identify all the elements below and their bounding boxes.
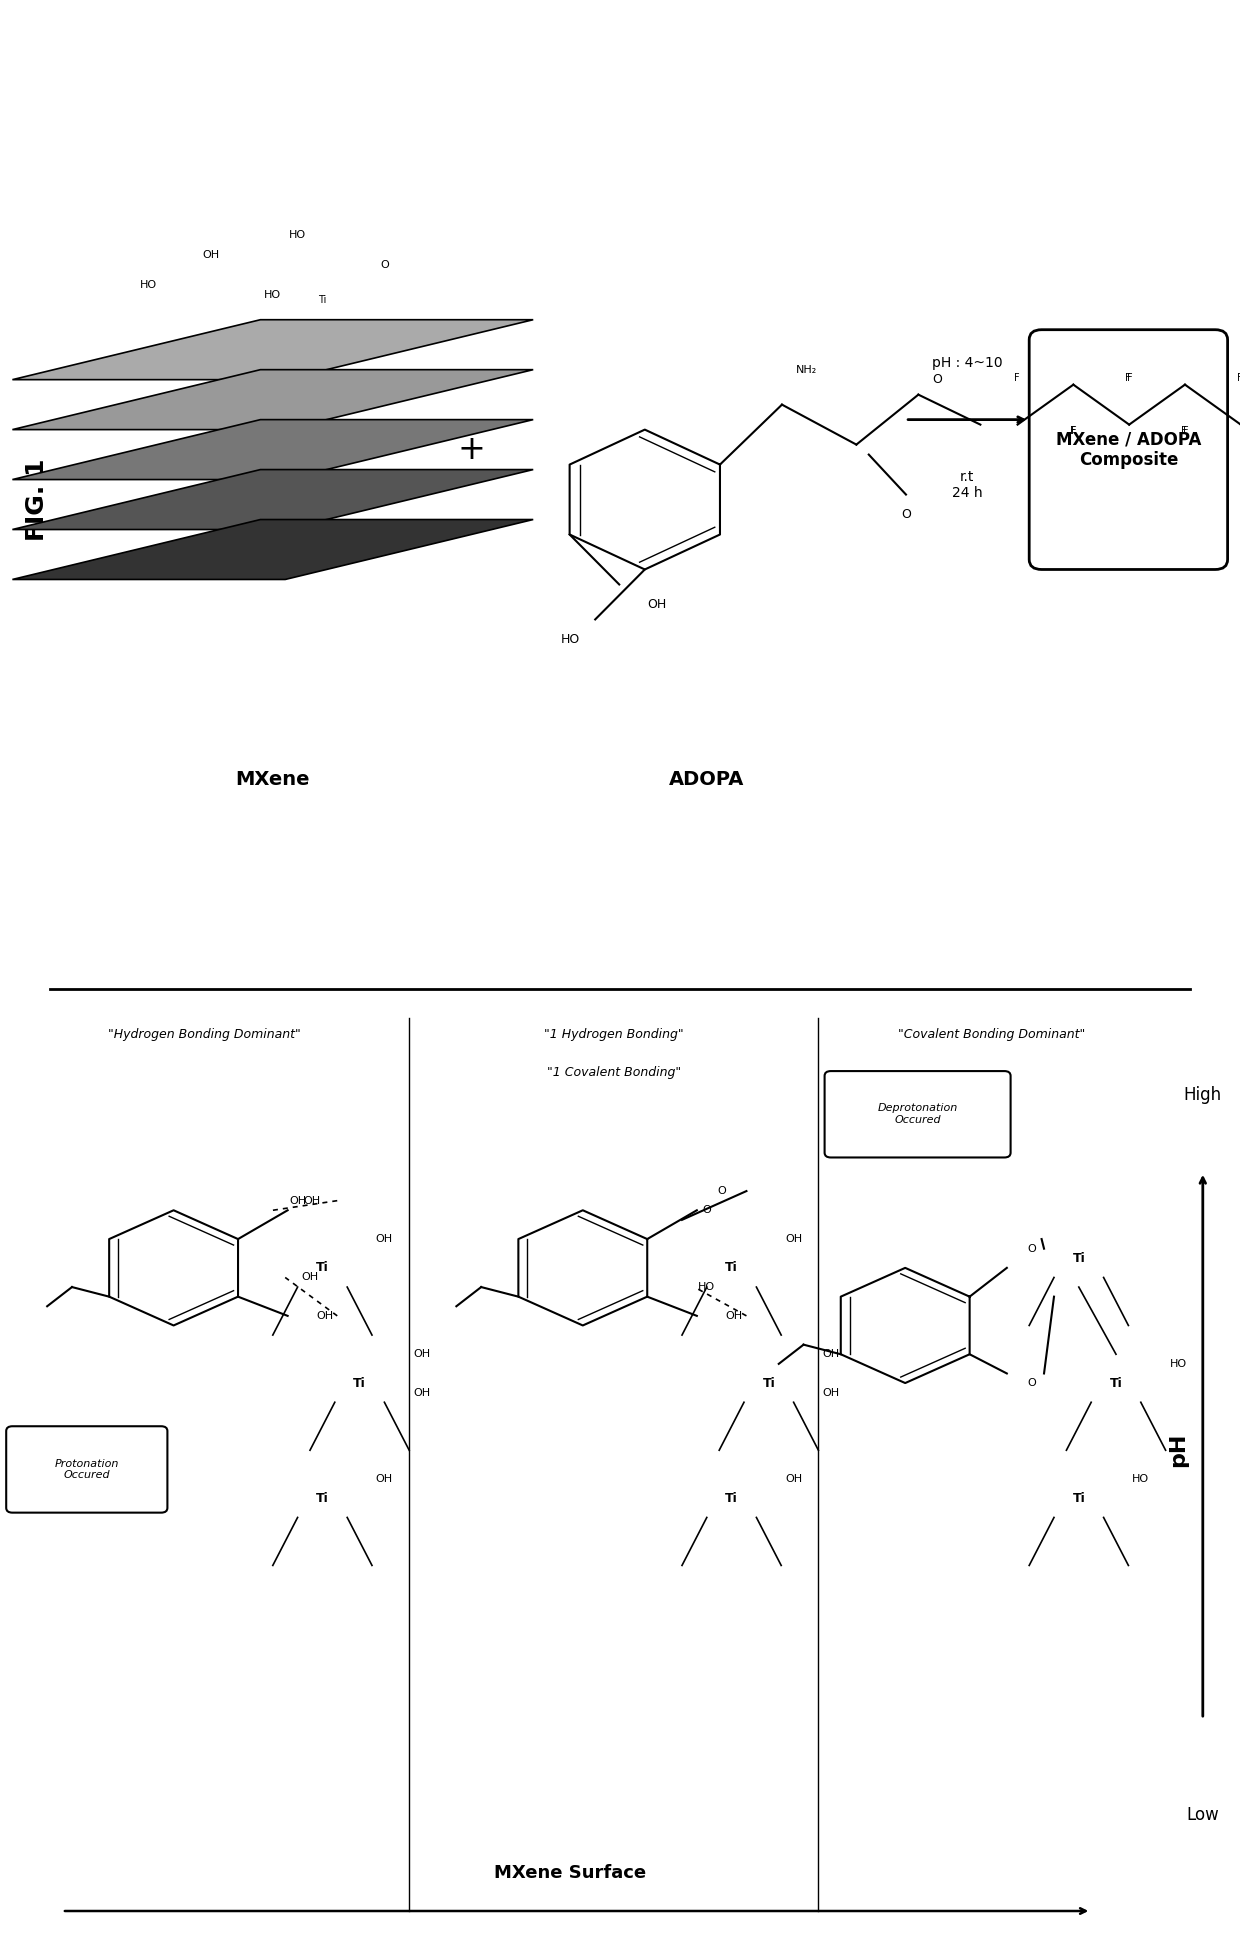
Text: F: F	[1126, 374, 1131, 384]
Text: F: F	[1071, 425, 1078, 435]
Text: +: +	[458, 433, 485, 466]
Text: O: O	[932, 372, 942, 386]
Text: F: F	[1014, 374, 1019, 384]
Text: "1 Covalent Bonding": "1 Covalent Bonding"	[547, 1066, 681, 1079]
Text: Ti: Ti	[319, 294, 326, 306]
Text: OH: OH	[822, 1387, 839, 1397]
Text: Protonation
Occured: Protonation Occured	[55, 1459, 119, 1481]
Text: MXene Surface: MXene Surface	[495, 1865, 646, 1883]
FancyBboxPatch shape	[825, 1072, 1011, 1158]
Text: Low: Low	[1187, 1806, 1219, 1824]
Text: Ti: Ti	[1110, 1377, 1122, 1389]
Text: Ti: Ti	[353, 1377, 366, 1389]
Text: High: High	[1184, 1085, 1221, 1105]
Text: Ti: Ti	[725, 1491, 738, 1505]
Text: HO: HO	[264, 290, 281, 300]
Text: "Covalent Bonding Dominant": "Covalent Bonding Dominant"	[898, 1028, 1086, 1040]
Text: "1 Hydrogen Bonding": "1 Hydrogen Bonding"	[544, 1028, 683, 1040]
Polygon shape	[12, 470, 533, 529]
Text: OH: OH	[647, 597, 666, 611]
FancyBboxPatch shape	[6, 1426, 167, 1512]
Text: Ti: Ti	[725, 1262, 738, 1275]
Text: Ti: Ti	[763, 1377, 775, 1389]
Text: OH: OH	[725, 1311, 743, 1320]
Text: OH: OH	[785, 1234, 802, 1244]
Text: MXene: MXene	[236, 770, 310, 789]
Text: pH : 4~10: pH : 4~10	[932, 357, 1002, 370]
Text: "Hydrogen Bonding Dominant": "Hydrogen Bonding Dominant"	[108, 1028, 301, 1040]
Text: MXene / ADOPA
Composite: MXene / ADOPA Composite	[1055, 431, 1202, 468]
Text: NH₂: NH₂	[796, 364, 817, 374]
Text: O: O	[901, 507, 911, 521]
Text: OH: OH	[413, 1350, 430, 1360]
Text: F: F	[1183, 425, 1189, 435]
Text: OH: OH	[413, 1387, 430, 1397]
Text: F: F	[1238, 374, 1240, 384]
Text: Ti: Ti	[1073, 1252, 1085, 1266]
Text: OH: OH	[202, 249, 219, 261]
Text: HO: HO	[1132, 1473, 1149, 1485]
Text: O: O	[1027, 1244, 1035, 1254]
Text: Ti: Ti	[316, 1262, 329, 1275]
Text: Deprotonation
Occured: Deprotonation Occured	[878, 1103, 957, 1124]
Text: OH: OH	[301, 1273, 319, 1283]
Polygon shape	[12, 419, 533, 480]
Text: OH: OH	[316, 1311, 334, 1320]
Text: HO: HO	[289, 229, 306, 239]
Text: OH: OH	[376, 1473, 393, 1485]
Text: Ti: Ti	[1073, 1491, 1085, 1505]
Text: OH: OH	[785, 1473, 802, 1485]
Text: HO: HO	[698, 1281, 715, 1293]
Text: ADOPA: ADOPA	[670, 770, 744, 789]
Text: pH: pH	[1168, 1434, 1188, 1467]
Text: r.t
24 h: r.t 24 h	[952, 470, 982, 500]
Polygon shape	[12, 519, 533, 580]
Text: FIG. 1: FIG. 1	[25, 458, 50, 541]
Text: O: O	[379, 261, 389, 270]
Text: O: O	[1027, 1377, 1035, 1389]
Text: OH: OH	[376, 1234, 393, 1244]
Text: OH: OH	[289, 1195, 306, 1205]
Text: F: F	[1070, 425, 1075, 435]
Text: Ti: Ti	[316, 1491, 329, 1505]
Polygon shape	[12, 370, 533, 429]
Text: HO: HO	[140, 280, 157, 290]
Text: OH: OH	[304, 1195, 321, 1205]
Text: O: O	[702, 1205, 712, 1215]
FancyBboxPatch shape	[1029, 329, 1228, 570]
Polygon shape	[12, 319, 533, 380]
Text: HO: HO	[1169, 1360, 1187, 1369]
Text: O: O	[717, 1185, 725, 1197]
Text: HO: HO	[560, 633, 580, 646]
Text: F: F	[1182, 425, 1187, 435]
Text: OH: OH	[822, 1350, 839, 1360]
Text: F: F	[1127, 374, 1133, 384]
